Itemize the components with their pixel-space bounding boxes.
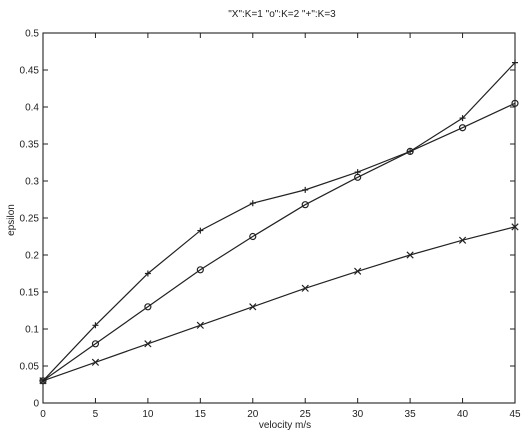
data-point-o-marker [196,266,204,274]
data-point-x-marker [91,358,100,366]
y-tick-label: 0.15 [20,288,40,299]
data-point-o-marker [301,201,309,209]
x-tick-label: 0 [40,409,46,420]
data-point-x-marker [249,303,257,311]
y-tick-label: 0.45 [20,66,40,77]
x-tick-label: 10 [142,409,154,420]
data-point-o-marker [249,232,257,241]
data-point-o-marker [91,340,100,348]
y-tick-label: 0.4 [25,103,39,114]
y-tick-label: 0.2 [25,251,39,262]
data-point-o-marker [511,99,519,107]
data-point-x-marker [511,223,519,231]
data-point-plus-marker [92,322,99,329]
y-tick-label: 0 [33,399,39,410]
series-line-+ [42,62,516,382]
x-tick-label: 25 [300,409,312,420]
chart-title: "X":K=1 "o":K=2 "+":K=3 [228,9,336,20]
data-point-plus-marker [459,115,466,122]
y-axis-label: epsilon [6,204,17,236]
x-tick-label: 45 [509,409,521,420]
data-point-plus-marker [407,148,414,155]
plot-frame [42,32,516,404]
data-point-plus-marker [144,270,151,277]
data-point-plus-marker [354,169,361,176]
y-tick-label: 0.3 [25,177,39,188]
x-tick-label: 35 [405,409,417,420]
y-tick-label: 0.5 [25,29,39,40]
data-point-plus-marker [512,59,518,66]
data-point-o-marker [458,124,467,132]
data-point-x-marker [144,340,152,348]
data-point-x-marker [406,251,414,259]
series-line-o [42,102,516,382]
y-tick-label: 0.25 [20,214,40,225]
data-point-x-marker [354,267,362,275]
x-tick-label: 5 [93,409,99,420]
y-tick-label: 0.35 [20,140,40,151]
data-point-x-marker [458,236,467,244]
data-point-o-marker [144,303,152,311]
data-point-plus-marker [40,377,46,384]
x-tick-label: 40 [457,409,469,420]
x-tick-label: 30 [352,409,364,420]
x-tick-label: 15 [195,409,207,420]
x-tick-label: 20 [247,409,259,420]
data-point-plus-marker [249,200,256,207]
data-point-x-marker [196,321,204,329]
y-tick-label: 0.05 [20,362,40,373]
series-line-x [42,226,516,382]
data-point-x-marker [301,284,309,292]
data-point-plus-marker [197,227,204,234]
data-point-plus-marker [302,186,309,193]
x-axis-label: velocity m/s [259,420,311,431]
y-tick-label: 0.1 [25,325,39,336]
